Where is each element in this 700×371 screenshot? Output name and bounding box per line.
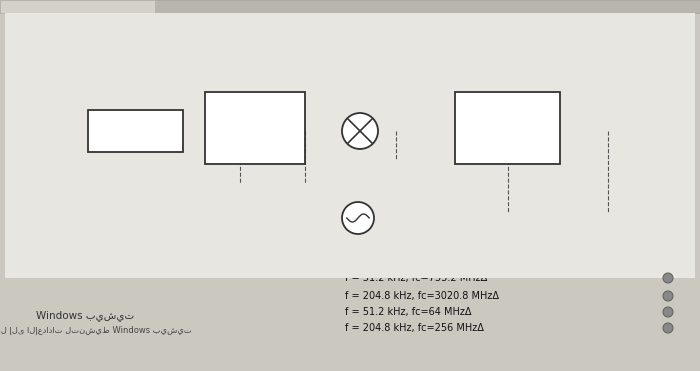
Text: Windows بيشيت: Windows بيشيت	[36, 311, 134, 321]
Text: f₃: f₃	[392, 163, 400, 173]
Text: −: −	[360, 148, 370, 158]
Text: A block diagram of an Armstrong Indirect FM Transmitter is shown in figure below: A block diagram of an Armstrong Indirect…	[167, 20, 593, 30]
Text: fₗₒ: fₗₒ	[382, 218, 391, 228]
Text: x n$_1$: x n$_1$	[244, 136, 266, 148]
Text: f = 51.2 kHz, fᴄ=64 MHzΔ: f = 51.2 kHz, fᴄ=64 MHzΔ	[345, 307, 472, 317]
Text: V$_{FM}$(t): V$_{FM}$(t)	[636, 118, 667, 132]
Text: m (t): m (t)	[20, 126, 46, 136]
Text: Δf: Δf	[575, 217, 585, 227]
Text: f = 51.2 kHz, fᴄ=755.2 MHzΔ: f = 51.2 kHz, fᴄ=755.2 MHzΔ	[345, 273, 487, 283]
Text: f = 204.8 kHz, fᴄ=3020.8 MHzΔ: f = 204.8 kHz, fᴄ=3020.8 MHzΔ	[345, 291, 499, 301]
Text: fᴄ: fᴄ	[614, 199, 623, 209]
Text: Multiplier: Multiplier	[230, 117, 279, 127]
Text: x n$_2$: x n$_2$	[496, 136, 519, 148]
Text: Multiplier: Multiplier	[483, 117, 532, 127]
Text: انتقل إلى الإعدادات لتنشيط Windows بيشيت: انتقل إلى الإعدادات لتنشيط Windows بيشيت	[0, 325, 192, 335]
Text: +: +	[335, 106, 344, 116]
Text: Δf₁: Δf₁	[232, 202, 248, 212]
Text: f₂=n₁ f₁: f₂=n₁ f₁	[292, 173, 328, 183]
Text: f₁: f₁	[237, 187, 244, 197]
Text: NBFM: NBFM	[120, 126, 151, 136]
Text: Compute the maximum frequency deviation Δf of the output of FM transmitter and c: Compute the maximum frequency deviation …	[31, 32, 679, 42]
Text: Δf₁=25Hz, n₁=64 and n₂=128: Δf₁=25Hz, n₁=64 and n₂=128	[358, 44, 503, 54]
Text: Frequency: Frequency	[228, 105, 282, 115]
Text: Frequency: Frequency	[481, 105, 534, 115]
Text: f = 204.8 kHz, fᴄ=256 MHzΔ: f = 204.8 kHz, fᴄ=256 MHzΔ	[345, 323, 484, 333]
